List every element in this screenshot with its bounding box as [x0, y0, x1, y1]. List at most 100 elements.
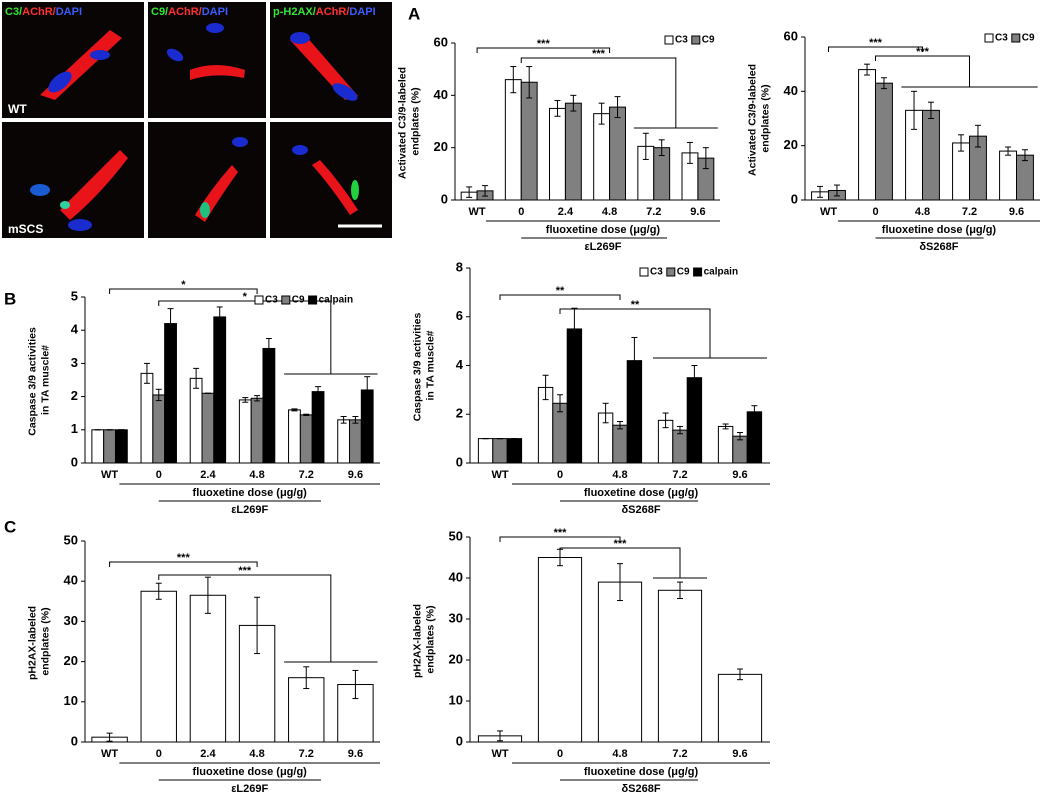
error-bar — [143, 362, 150, 384]
x-axis-label: fluoxetine dose (μg/g) — [193, 766, 308, 778]
bar — [858, 69, 877, 201]
bar — [504, 79, 522, 201]
error-bar — [1005, 146, 1012, 156]
y-tick-label: 5 — [71, 288, 78, 303]
bracket — [158, 300, 378, 375]
bracket — [559, 547, 707, 579]
bar — [103, 429, 116, 464]
error-bar — [542, 374, 549, 401]
error-bar — [677, 581, 683, 599]
error-bar — [737, 432, 743, 441]
y-tick-label: 0 — [441, 191, 448, 206]
y-tick-label: 1 — [71, 421, 78, 436]
y-tick-label: 40 — [449, 569, 463, 584]
nucleus — [166, 48, 184, 62]
x-tick-label: 0 — [872, 206, 878, 218]
legend-label: C9 — [292, 295, 305, 306]
x-tick-label: 9.6 — [348, 748, 363, 760]
y-tick-label: 50 — [64, 532, 78, 547]
bar — [506, 438, 523, 464]
x-tick-label: WT — [820, 206, 837, 218]
error-bar — [617, 421, 623, 430]
bar — [999, 150, 1018, 201]
signal — [60, 201, 70, 209]
micrograph — [2, 2, 144, 118]
bracket — [476, 47, 611, 53]
bracket — [109, 288, 258, 294]
column-label: C9/ — [151, 6, 168, 18]
error-bar — [193, 367, 200, 389]
y-axis-label: Caspase 3/9 activities in TA muscle# — [411, 310, 436, 422]
micrograph — [270, 2, 392, 118]
x-tick-label: 7.2 — [962, 206, 977, 218]
error-bar — [242, 397, 249, 403]
bar — [164, 323, 177, 464]
legend-label: C9 — [677, 267, 690, 278]
y-axis-label: Caspase 3/9 activities in TA muscle# — [26, 324, 51, 436]
legend-label: C9 — [1022, 33, 1035, 44]
x-tick-label: 9.6 — [348, 469, 363, 481]
legend-swatch — [1011, 33, 1021, 43]
bracket — [158, 574, 378, 663]
error-bar — [911, 90, 918, 130]
legend-swatch — [281, 295, 291, 305]
bracket — [828, 46, 923, 52]
error-bar — [642, 132, 649, 160]
y-tick-label: 20 — [434, 139, 448, 154]
error-bar — [880, 77, 887, 90]
error-bar — [364, 376, 371, 404]
nucleus — [292, 145, 308, 155]
error-bar — [155, 388, 162, 402]
error-bar — [677, 425, 683, 435]
nucleus — [206, 23, 224, 33]
significance: *** — [869, 37, 883, 49]
legend-label: C3 — [675, 35, 688, 46]
y-tick-label: 2 — [456, 406, 463, 421]
bar — [875, 82, 893, 201]
column-label: AChR/ — [22, 6, 56, 18]
x-tick-label: 0 — [518, 206, 524, 218]
significance: * — [243, 291, 248, 303]
y-tick-label: 0 — [456, 733, 463, 748]
error-bar — [722, 423, 729, 430]
error-bar — [833, 184, 840, 197]
x-tick-label: 7.2 — [672, 469, 687, 481]
significance: *** — [177, 552, 191, 564]
column-label: DAPI — [349, 6, 375, 18]
nucleus — [48, 71, 72, 93]
y-axis-label: pH2AX-labeled endplates (%) — [411, 601, 436, 678]
nucleus — [30, 184, 50, 196]
column-label: p-H2AX/ — [273, 6, 316, 18]
x-tick-label: 2.4 — [200, 469, 216, 481]
y-tick-label: 0 — [71, 454, 78, 469]
x-tick-label: 7.2 — [672, 748, 687, 760]
error-bar — [751, 405, 758, 419]
y-tick-label: 50 — [449, 528, 463, 543]
bar — [238, 399, 252, 464]
error-bar — [570, 94, 577, 112]
y-tick-label: 0 — [456, 454, 463, 469]
x-tick-label: 9.6 — [1009, 206, 1024, 218]
bar — [922, 109, 940, 201]
panel-label: B — [4, 289, 16, 308]
row-label: mSCS — [8, 222, 43, 236]
error-bar — [482, 185, 489, 197]
y-tick-label: 8 — [456, 259, 463, 274]
bar — [189, 594, 227, 743]
panel-label: A — [408, 4, 420, 23]
x-tick-label: 4.8 — [602, 206, 617, 218]
error-bar — [254, 395, 261, 402]
x-tick-label: 9.6 — [690, 206, 705, 218]
y-tick-label: 6 — [456, 308, 463, 323]
significance: * — [181, 279, 186, 291]
error-bar — [737, 668, 743, 681]
legend-swatch — [308, 295, 318, 305]
endplate — [290, 35, 358, 100]
group-label: εL269F — [231, 783, 268, 793]
group-label: εL269F — [231, 504, 268, 516]
nucleus — [232, 137, 248, 147]
y-tick-label: 20 — [64, 653, 78, 668]
micrograph — [148, 122, 266, 238]
significance: *** — [554, 527, 568, 539]
